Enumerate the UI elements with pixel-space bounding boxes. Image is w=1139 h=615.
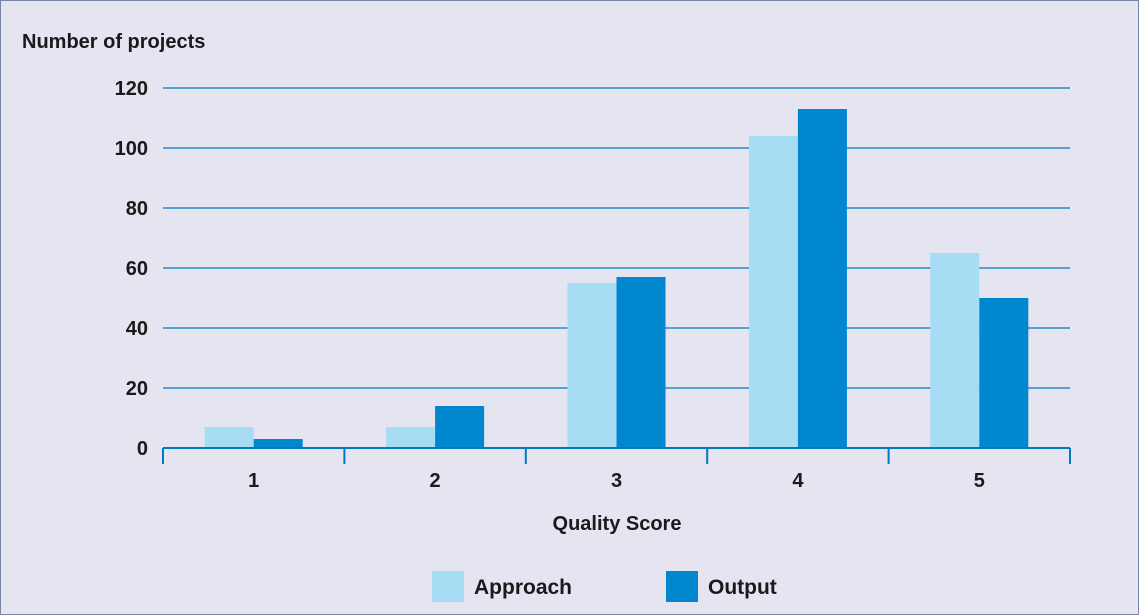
x-tick-label: 2	[430, 470, 441, 492]
legend: Approach Output	[432, 571, 777, 602]
legend-label-output: Output	[708, 576, 777, 599]
x-axis	[162, 447, 1071, 464]
bar-output-1	[253, 439, 303, 448]
y-tick-label: 60	[126, 258, 148, 280]
y-tick-labels: 0 20 40 60 80 100 120	[115, 78, 148, 460]
y-tick-label: 80	[126, 198, 148, 220]
legend-swatch-approach	[432, 571, 464, 602]
y-tick-label: 100	[115, 138, 148, 160]
y-tick-label: 20	[126, 378, 148, 400]
y-tick-label: 120	[115, 78, 148, 100]
x-tick-label: 3	[611, 470, 622, 492]
bar-approach-1	[204, 427, 254, 448]
bars	[204, 109, 1029, 448]
bar-output-5	[979, 298, 1029, 448]
bar-approach-4	[748, 136, 798, 448]
x-tick-label: 5	[974, 470, 985, 492]
x-tick-labels: 1 2 3 4 5	[248, 470, 985, 492]
bar-output-3	[616, 277, 666, 448]
x-tick-label: 4	[792, 470, 804, 492]
y-tick-label: 40	[126, 318, 148, 340]
y-axis-title: Number of projects	[22, 31, 205, 53]
y-tick-label: 0	[137, 438, 148, 460]
bar-approach-2	[386, 427, 436, 448]
legend-swatch-output	[666, 571, 698, 602]
gridlines	[163, 87, 1070, 389]
bar-output-2	[435, 406, 485, 448]
bar-approach-5	[930, 253, 980, 448]
x-tick-label: 1	[248, 470, 259, 492]
legend-label-approach: Approach	[474, 576, 572, 599]
bar-output-4	[797, 109, 847, 448]
x-axis-title: Quality Score	[553, 513, 682, 535]
bar-approach-3	[567, 283, 617, 448]
